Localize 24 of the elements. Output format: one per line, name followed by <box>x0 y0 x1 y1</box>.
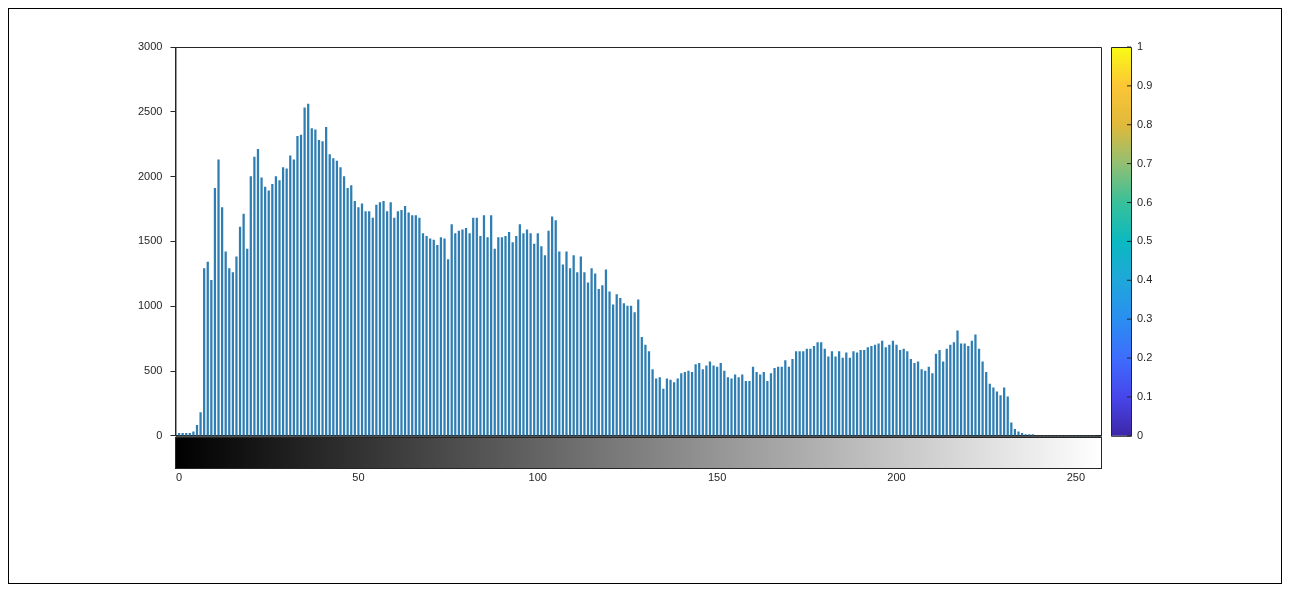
color-bar-label: 0.5 <box>1137 234 1153 247</box>
x-tick-label: 250 <box>1066 471 1086 484</box>
color-bar-label: 0.8 <box>1137 117 1153 130</box>
y-tick-label: 2500 <box>137 104 163 117</box>
x-tick-label: 200 <box>887 471 906 484</box>
color-bar-label: 1 <box>1137 40 1144 53</box>
x-tick-label: 50 <box>352 471 365 484</box>
color-bar-label: 0.3 <box>1137 312 1153 325</box>
y-tick-label: 0 <box>156 428 163 441</box>
color-bar-label: 0.7 <box>1137 156 1153 169</box>
x-tick-label: 0 <box>176 471 183 484</box>
y-tick-label: 1000 <box>137 299 163 312</box>
y-tick-label: 3000 <box>137 40 163 53</box>
color-bar-label: 0.4 <box>1137 273 1153 286</box>
x-tick-label: 100 <box>528 471 547 484</box>
color-bar-label: 0.2 <box>1137 351 1153 364</box>
x-tick-label: 150 <box>707 471 727 484</box>
color-bar-label: 0.6 <box>1137 195 1153 208</box>
color-bar-label: 0.1 <box>1137 389 1153 402</box>
color-bar-label: 0.9 <box>1137 78 1153 91</box>
y-tick-label: 2000 <box>137 169 163 182</box>
y-tick-label: 500 <box>144 364 163 377</box>
color-bar-label: 0 <box>1137 428 1144 441</box>
y-tick-label: 1500 <box>137 234 163 247</box>
